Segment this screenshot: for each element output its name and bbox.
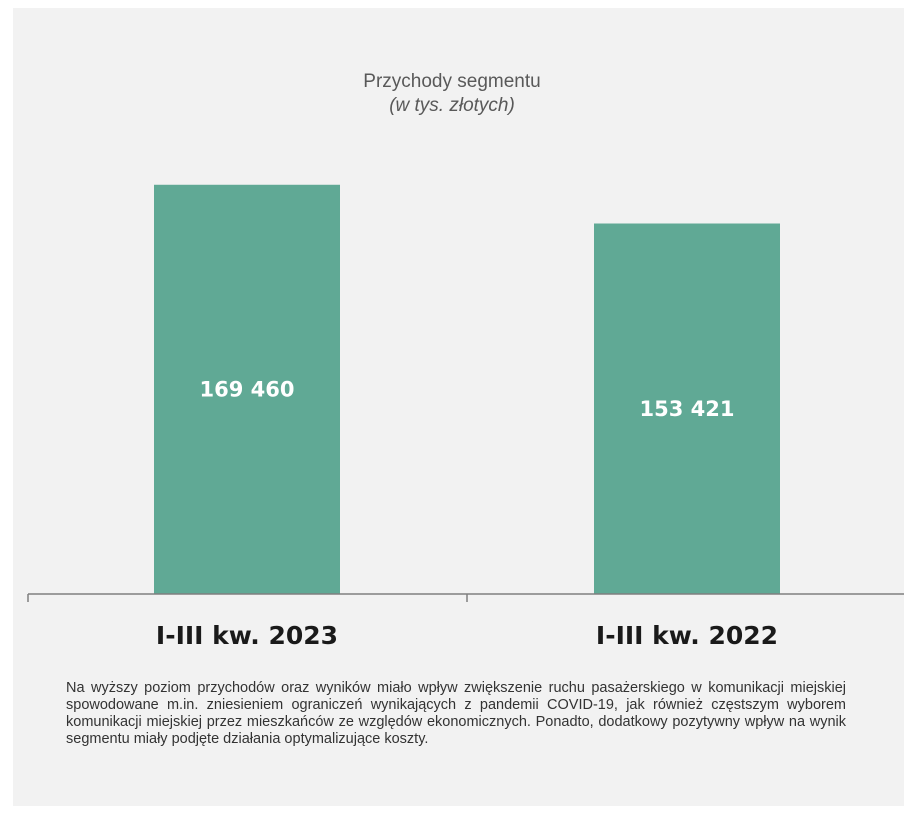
x-tick-label-1: I-III kw. 2023: [156, 621, 338, 650]
bar-value-label-1: 169 460: [200, 377, 295, 401]
bar-value-label-2: 153 421: [640, 397, 735, 421]
chart-subtitle: (w tys. złotych): [389, 95, 515, 116]
bar-2: [594, 223, 780, 594]
description-text: Na wyższy poziom przychodów oraz wyników…: [66, 680, 846, 747]
chart-title: Przychody segmentu: [363, 71, 541, 92]
bar-1: [154, 184, 340, 594]
x-tick-label-2: I-III kw. 2022: [596, 621, 778, 650]
chart-title-block: Przychody segmentu (w tys. złotych): [0, 70, 904, 118]
